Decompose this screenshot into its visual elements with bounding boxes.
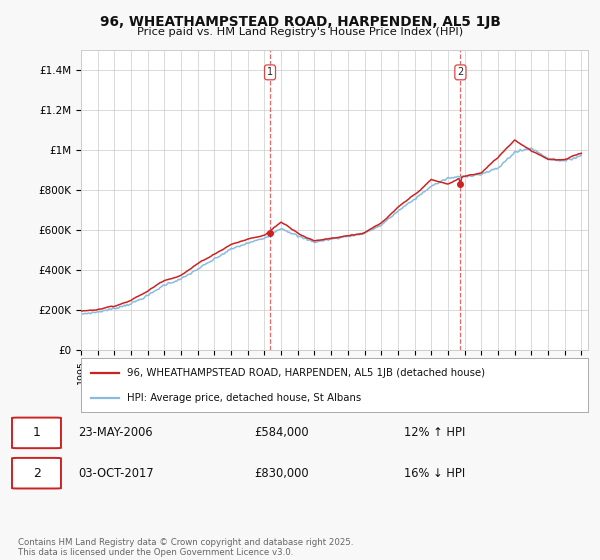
Text: 16% ↓ HPI: 16% ↓ HPI: [404, 466, 465, 480]
Text: £584,000: £584,000: [254, 426, 308, 440]
Text: 2: 2: [457, 67, 464, 77]
FancyBboxPatch shape: [12, 418, 61, 448]
Text: 1: 1: [267, 67, 273, 77]
Text: 96, WHEATHAMPSTEAD ROAD, HARPENDEN, AL5 1JB: 96, WHEATHAMPSTEAD ROAD, HARPENDEN, AL5 …: [100, 15, 500, 29]
Text: 03-OCT-2017: 03-OCT-2017: [78, 466, 154, 480]
Text: £830,000: £830,000: [254, 466, 308, 480]
Text: Price paid vs. HM Land Registry's House Price Index (HPI): Price paid vs. HM Land Registry's House …: [137, 27, 463, 37]
Text: Contains HM Land Registry data © Crown copyright and database right 2025.
This d: Contains HM Land Registry data © Crown c…: [18, 538, 353, 557]
Text: 1: 1: [33, 426, 41, 440]
FancyBboxPatch shape: [12, 458, 61, 488]
Text: 2: 2: [33, 466, 41, 480]
Text: 23-MAY-2006: 23-MAY-2006: [78, 426, 153, 440]
Text: 96, WHEATHAMPSTEAD ROAD, HARPENDEN, AL5 1JB (detached house): 96, WHEATHAMPSTEAD ROAD, HARPENDEN, AL5 …: [127, 368, 485, 379]
Text: 12% ↑ HPI: 12% ↑ HPI: [404, 426, 465, 440]
Text: HPI: Average price, detached house, St Albans: HPI: Average price, detached house, St A…: [127, 393, 361, 403]
